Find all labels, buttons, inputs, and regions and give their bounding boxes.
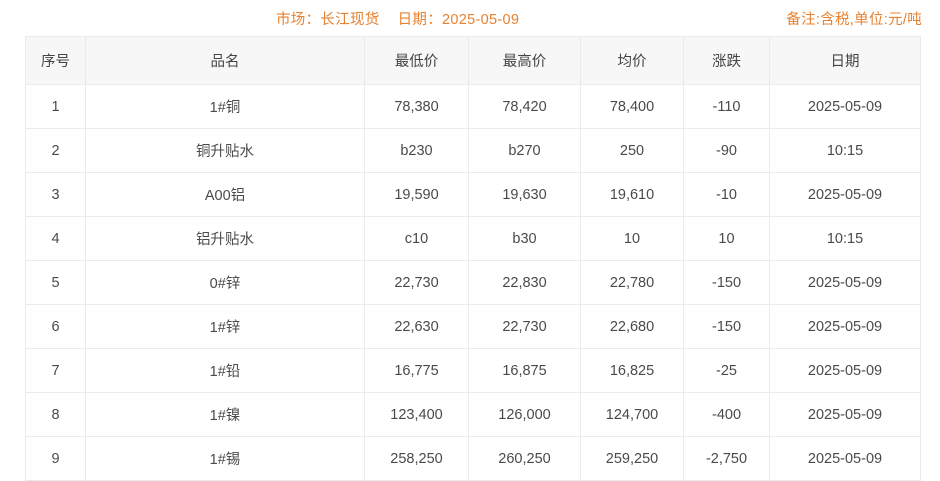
cell-date: 2025-05-09 <box>769 304 921 349</box>
cell-name: 0#锌 <box>85 260 365 305</box>
unit-note: 备注:含税,单位:元/吨 <box>786 12 922 28</box>
market-label: 市场：长江现货 <box>276 12 380 28</box>
cell-name: 1#铜 <box>85 84 365 129</box>
cell-change: -2,750 <box>683 436 770 481</box>
cell-index: 6 <box>25 304 86 349</box>
cell-date: 2025-05-09 <box>769 348 921 393</box>
price-table-wrapper: 序号 品名 最低价 最高价 均价 涨跌 日期 1 1#铜 78,380 78,420 7… <box>25 36 921 481</box>
cell-high: 19,630 <box>468 172 581 217</box>
cell-date: 2025-05-09 <box>769 392 921 437</box>
table-body: 1 1#铜 78,380 78,420 78,400 -110 2025-05-09 2 铜升贴… <box>25 84 921 481</box>
cell-index: 1 <box>25 84 86 129</box>
cell-change: -10 <box>683 172 770 217</box>
cell-high: 126,000 <box>468 392 581 437</box>
column-header-avg: 均价 <box>580 36 684 85</box>
cell-low: 123,400 <box>364 392 469 437</box>
column-header-index: 序号 <box>25 36 86 85</box>
cell-change: -90 <box>683 128 770 173</box>
cell-index: 3 <box>25 172 86 217</box>
column-header-high: 最高价 <box>468 36 581 85</box>
cell-change: -150 <box>683 304 770 349</box>
cell-avg: 124,700 <box>580 392 684 437</box>
cell-avg: 78,400 <box>580 84 684 129</box>
table-row: 6 1#锌 22,630 22,730 22,680 -150 2025-05-09 <box>25 304 921 349</box>
column-header-date: 日期 <box>769 36 921 85</box>
cell-avg: 22,680 <box>580 304 684 349</box>
cell-date: 2025-05-09 <box>769 436 921 481</box>
cell-date: 2025-05-09 <box>769 172 921 217</box>
cell-high: b30 <box>468 216 581 261</box>
cell-change: -150 <box>683 260 770 305</box>
cell-avg: 22,780 <box>580 260 684 305</box>
caption-bar: 市场：长江现货 日期：2025-05-09 备注:含税,单位:元/吨 <box>0 0 940 36</box>
table-row: 3 A00铝 19,590 19,630 19,610 -10 2025-05-09 <box>25 172 921 217</box>
cell-date: 10:15 <box>769 128 921 173</box>
table-row: 5 0#锌 22,730 22,830 22,780 -150 2025-05-09 <box>25 260 921 305</box>
cell-index: 4 <box>25 216 86 261</box>
cell-low: 16,775 <box>364 348 469 393</box>
cell-name: 1#镍 <box>85 392 365 437</box>
cell-avg: 19,610 <box>580 172 684 217</box>
cell-change: -110 <box>683 84 770 129</box>
cell-high: 22,730 <box>468 304 581 349</box>
cell-index: 5 <box>25 260 86 305</box>
cell-avg: 259,250 <box>580 436 684 481</box>
table-row: 9 1#锡 258,250 260,250 259,250 -2,750 2025-05-0… <box>25 436 921 481</box>
table-header: 序号 品名 最低价 最高价 均价 涨跌 日期 <box>25 36 921 85</box>
table-row: 7 1#铅 16,775 16,875 16,825 -25 2025-05-09 <box>25 348 921 393</box>
cell-low: b230 <box>364 128 469 173</box>
cell-high: 260,250 <box>468 436 581 481</box>
cell-name: A00铝 <box>85 172 365 217</box>
table-row: 1 1#铜 78,380 78,420 78,400 -110 2025-05-09 <box>25 84 921 129</box>
cell-name: 铜升贴水 <box>85 128 365 173</box>
column-header-low: 最低价 <box>364 36 469 85</box>
cell-date: 10:15 <box>769 216 921 261</box>
cell-avg: 250 <box>580 128 684 173</box>
cell-low: 258,250 <box>364 436 469 481</box>
column-header-change: 涨跌 <box>683 36 770 85</box>
market-caption: 市场：长江现货 日期：2025-05-09 <box>276 8 519 29</box>
cell-high: b270 <box>468 128 581 173</box>
cell-low: c10 <box>364 216 469 261</box>
cell-low: 22,630 <box>364 304 469 349</box>
cell-name: 铝升贴水 <box>85 216 365 261</box>
column-header-name: 品名 <box>85 36 365 85</box>
cell-index: 7 <box>25 348 86 393</box>
cell-avg: 10 <box>580 216 684 261</box>
table-row: 2 铜升贴水 b230 b270 250 -90 10:15 <box>25 128 921 173</box>
cell-high: 78,420 <box>468 84 581 129</box>
cell-low: 78,380 <box>364 84 469 129</box>
cell-high: 22,830 <box>468 260 581 305</box>
cell-low: 19,590 <box>364 172 469 217</box>
cell-change: -400 <box>683 392 770 437</box>
cell-name: 1#铅 <box>85 348 365 393</box>
cell-avg: 16,825 <box>580 348 684 393</box>
cell-index: 9 <box>25 436 86 481</box>
table-row: 8 1#镍 123,400 126,000 124,700 -400 2025-05-09 <box>25 392 921 437</box>
table-header-row: 序号 品名 最低价 最高价 均价 涨跌 日期 <box>25 36 921 85</box>
table-row: 4 铝升贴水 c10 b30 10 10 10:15 <box>25 216 921 261</box>
cell-name: 1#锡 <box>85 436 365 481</box>
cell-index: 2 <box>25 128 86 173</box>
cell-high: 16,875 <box>468 348 581 393</box>
cell-name: 1#锌 <box>85 304 365 349</box>
date-label: 日期：2025-05-09 <box>397 12 520 28</box>
cell-index: 8 <box>25 392 86 437</box>
price-table: 序号 品名 最低价 最高价 均价 涨跌 日期 1 1#铜 78,380 78,420 7… <box>25 36 921 481</box>
cell-date: 2025-05-09 <box>769 260 921 305</box>
cell-low: 22,730 <box>364 260 469 305</box>
cell-change: 10 <box>683 216 770 261</box>
cell-date: 2025-05-09 <box>769 84 921 129</box>
cell-change: -25 <box>683 348 770 393</box>
